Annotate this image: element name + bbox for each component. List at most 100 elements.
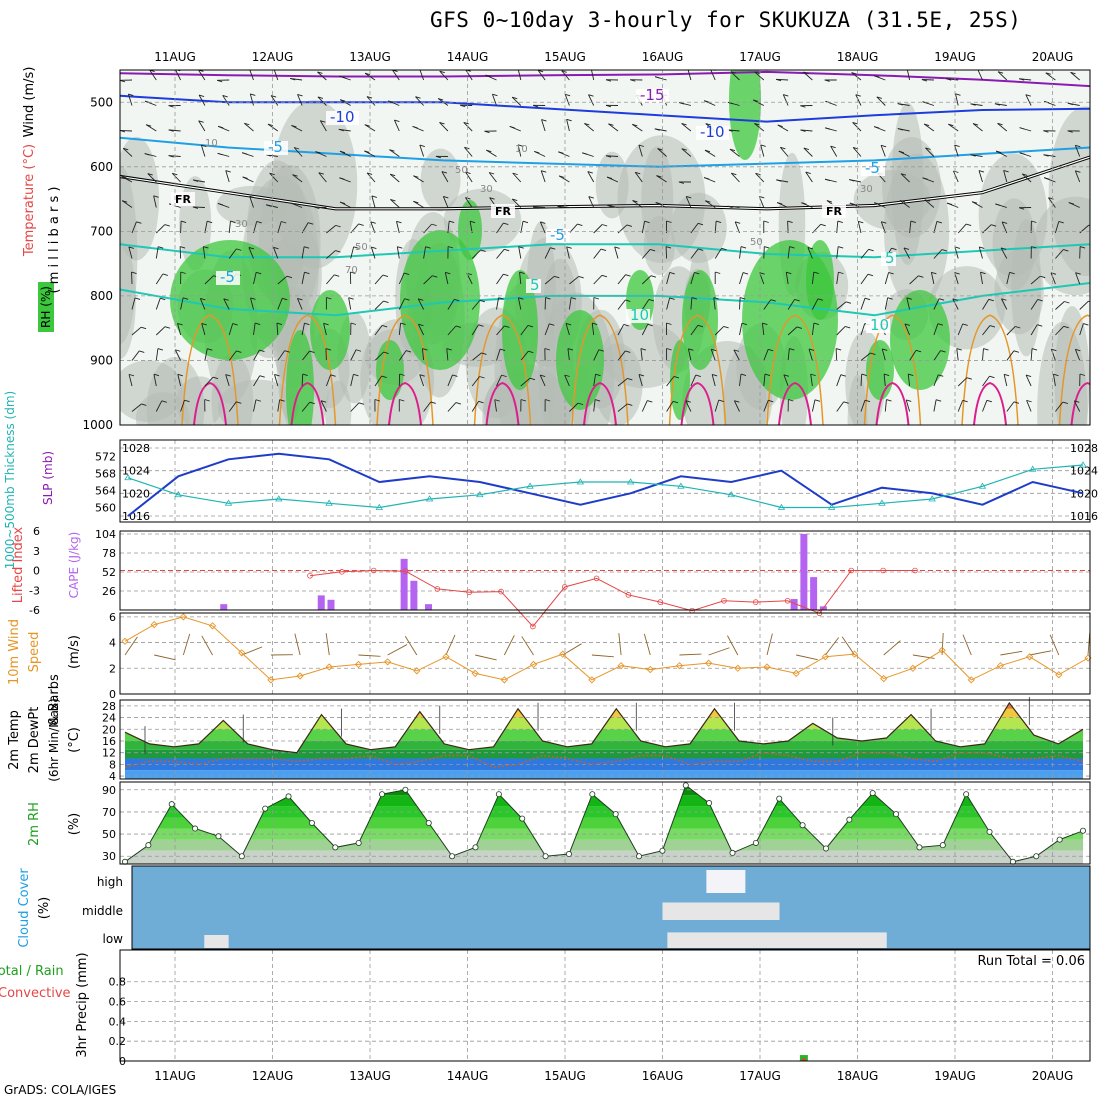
wind-barb <box>812 298 819 310</box>
wind-barb-flag <box>705 200 711 203</box>
wind-barb <box>952 170 959 183</box>
wind-barb-flag <box>764 373 771 376</box>
wind-barb-flag <box>180 271 186 274</box>
wind-barb-flag <box>989 375 995 379</box>
wind-barb <box>421 348 425 361</box>
contour-label: 10 <box>870 316 889 334</box>
rh-marker <box>986 828 993 835</box>
wind-barb-flag <box>512 198 518 202</box>
wind-barb-flag <box>1037 299 1043 302</box>
wind-barb <box>120 129 133 132</box>
wind-barb-flag <box>880 144 887 148</box>
temp-contour-orange <box>1058 314 1090 425</box>
wind-barb <box>317 96 327 106</box>
wind-barb-flag <box>339 150 346 154</box>
wind-barb-flag <box>217 79 223 83</box>
wind-barb-flag <box>801 202 807 205</box>
wind-barb-flag <box>1025 94 1031 97</box>
wind-barb-flag <box>735 221 741 224</box>
li-marker <box>752 599 759 605</box>
wind-barb <box>270 95 279 106</box>
wind-barb-flag <box>712 373 718 377</box>
wind-barb-flag <box>807 246 813 250</box>
wind-barb-flag <box>460 104 466 108</box>
wind-barb-flag <box>335 224 341 228</box>
precip-tick-label: 0.4 <box>109 1015 127 1028</box>
wind-barb-flag <box>654 128 660 131</box>
wind-barb <box>320 400 327 412</box>
rh-bands <box>125 785 1083 864</box>
wind-barb-flag <box>876 96 882 99</box>
wind-barb <box>681 123 692 132</box>
cloud-cover-panel: low middle high <box>82 865 1091 950</box>
rh-marker <box>168 801 175 808</box>
wind-barb-flag <box>537 70 544 73</box>
label-cloud-unit: (%) <box>37 897 52 920</box>
wind-barb-flag <box>554 275 560 279</box>
wind-barb <box>641 249 651 259</box>
thickness-marker <box>878 499 886 506</box>
wind-barb-flag <box>886 399 892 402</box>
wind-barb-flag <box>669 297 675 300</box>
wind-barb <box>924 199 935 208</box>
wind-barb <box>876 96 886 106</box>
rh-marker <box>565 851 572 858</box>
wind-barb <box>398 323 402 336</box>
wind-barb <box>447 374 453 387</box>
wind-barb-flag <box>852 121 858 125</box>
wind-barb <box>177 374 182 387</box>
wind-barb-flag <box>1004 373 1010 377</box>
rh-contour-label: 30 <box>480 184 493 195</box>
wind-barb-flag <box>614 246 620 249</box>
wind-barb <box>811 399 816 412</box>
wind-barb <box>904 323 911 336</box>
wind-barb-flag <box>813 271 819 275</box>
wind-barb <box>471 249 481 259</box>
wind-barb-flag <box>180 220 187 223</box>
contour-label-bg <box>636 89 669 103</box>
rh-marker <box>145 842 152 849</box>
wind-barb <box>1006 350 1015 361</box>
rh-cell-green <box>502 270 538 390</box>
wind-barb <box>933 374 939 387</box>
wind-barb <box>544 323 550 336</box>
cloud-layer-label: low <box>103 932 124 946</box>
temp-contour-magenta <box>193 382 227 425</box>
wind-barb <box>471 324 479 336</box>
wind-barb-flag <box>120 129 126 133</box>
rh-tick-label: 70 <box>102 806 116 819</box>
wind-barb <box>593 374 596 387</box>
rh2m-panel: 30 50 70 90 <box>102 781 1091 865</box>
label-wind-unit: (m/s) <box>67 635 82 669</box>
wind-barb-flag <box>464 146 470 150</box>
wind-barb-flag <box>632 200 638 203</box>
wind-barb-flag <box>364 124 370 127</box>
pressure-tick-label: 700 <box>90 224 113 238</box>
thickness-marker <box>476 490 484 498</box>
wind-barb-flag <box>382 274 389 277</box>
wind-barb-flag <box>910 220 916 223</box>
temp-tick-label: 24 <box>102 712 116 725</box>
contour-label-bg <box>546 229 570 243</box>
wind-barb-flag <box>479 376 485 379</box>
wind-barb <box>471 299 481 310</box>
wind-barb <box>811 272 815 285</box>
wind-barb <box>980 272 983 285</box>
wind-barb <box>442 196 449 208</box>
wind-barb <box>396 221 400 234</box>
wind-barb-flag <box>698 248 704 251</box>
rh-marker <box>285 793 292 800</box>
contour-label-bg <box>696 126 729 140</box>
wind-barb <box>690 272 695 285</box>
wind-barb-flag <box>587 171 593 174</box>
wind-barb-flag <box>966 377 972 380</box>
wind-barb <box>681 148 692 157</box>
wind-barb <box>273 70 279 81</box>
date-label-top: 17AUG <box>739 50 781 64</box>
wind-barb-flag <box>1075 144 1081 148</box>
wind-barb-flag <box>780 146 786 150</box>
wind-barb <box>1079 300 1089 310</box>
wind-barb-flag <box>788 399 794 402</box>
wind-barb-flag <box>201 322 207 326</box>
li-tick-label: 0 <box>33 565 40 578</box>
